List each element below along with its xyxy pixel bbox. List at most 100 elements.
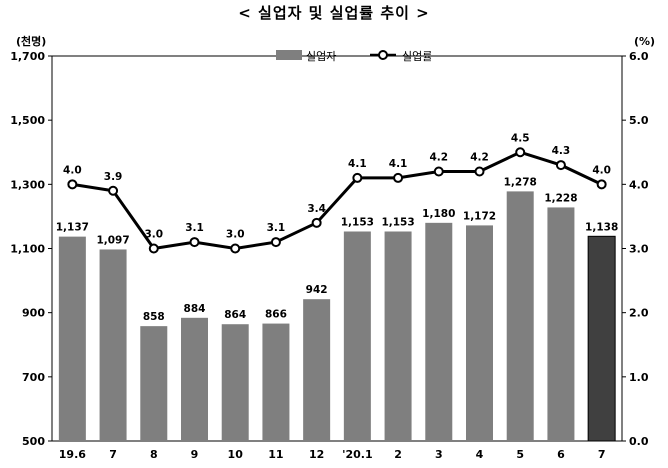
x-axis-tick-label: 10	[228, 448, 244, 461]
rate-value-label: 4.1	[348, 158, 367, 170]
x-axis-tick-label: 9	[191, 448, 199, 461]
right-axis-tick-label: 5.0	[629, 114, 649, 127]
rate-point	[515, 147, 526, 158]
x-axis: 19.6 7 8 9 10 11 12 '20.1 2 3 4 5 6 7	[59, 448, 606, 461]
bar-value-label: 1,172	[463, 210, 496, 222]
x-axis-tick-label: 19.6	[59, 448, 86, 461]
rate-value-label: 4.5	[511, 132, 530, 144]
rate-value-label: 4.0	[592, 164, 611, 176]
bar-value-label: 1,137	[56, 222, 89, 234]
right-axis: 0.0 1.0 2.0 3.0 4.0 5.0 6.0	[622, 50, 649, 448]
legend-line-label: 실업률	[402, 50, 432, 63]
bar	[181, 317, 208, 441]
rate-point	[230, 243, 241, 254]
bar	[587, 235, 616, 442]
left-axis-tick-label: 1,300	[10, 178, 45, 191]
bar	[506, 191, 534, 441]
rate-point	[189, 237, 200, 248]
rate-value-label: 4.1	[389, 158, 408, 170]
bar	[221, 324, 249, 441]
rate-value-label: 3.0	[144, 229, 163, 241]
bar-value-label: 1,153	[341, 216, 374, 228]
rate-value-label: 3.1	[267, 222, 286, 234]
rate-point	[352, 172, 363, 183]
left-axis-tick-label: 1,500	[10, 114, 45, 127]
bar	[58, 236, 86, 441]
x-axis-tick-label: '20.1	[342, 448, 373, 461]
bar	[140, 326, 168, 441]
right-axis-tick-label: 2.0	[629, 307, 649, 320]
x-axis-tick-label: 4	[476, 448, 484, 461]
legend-bar-swatch	[276, 50, 302, 60]
x-axis-tick-label: 2	[394, 448, 402, 461]
bar	[99, 249, 127, 441]
bar	[547, 207, 575, 441]
bar-value-label: 1,097	[96, 234, 129, 246]
x-axis-tick-label: 5	[516, 448, 524, 461]
bar-value-label: 1,228	[544, 192, 577, 204]
bar-value-label: 1,138	[585, 221, 618, 233]
bar	[466, 225, 493, 441]
right-axis-unit: (%)	[634, 35, 655, 48]
rate-value-label: 3.4	[307, 203, 326, 215]
left-axis: 500 700 900 1,100 1,300 1,500 1,700	[10, 50, 52, 448]
bar	[384, 231, 412, 441]
rate-value-label: 4.2	[470, 152, 489, 164]
x-axis-tick-label: 7	[598, 448, 606, 461]
right-axis-tick-label: 6.0	[629, 50, 649, 63]
bar-series: 1,137 1,097 858 884 864 866 942 1,153 1,153 1,180…	[56, 176, 618, 442]
legend-bar-label: 실업자	[306, 50, 336, 63]
rate-value-label: 3.0	[226, 229, 245, 241]
rate-point	[311, 217, 322, 228]
left-axis-tick-label: 500	[22, 435, 45, 448]
rate-point	[555, 160, 566, 171]
bar-value-label: 1,153	[381, 216, 414, 228]
line-series: 4.0 3.9 3.0 3.1 3.0 3.1 3.4 4.1 4.1 4.2 4.2 4.5 4.3 4…	[63, 132, 611, 254]
right-axis-tick-label: 3.0	[629, 243, 649, 256]
rate-value-label: 4.2	[429, 152, 448, 164]
left-axis-tick-label: 1,100	[10, 243, 45, 256]
right-axis-tick-label: 1.0	[629, 371, 649, 384]
bar-value-label: 1,180	[422, 208, 455, 220]
rate-point	[433, 166, 444, 177]
x-axis-tick-label: 3	[435, 448, 443, 461]
bar	[343, 231, 371, 441]
bar	[425, 222, 453, 441]
right-axis-tick-label: 4.0	[629, 178, 649, 191]
x-axis-tick-label: 11	[268, 448, 283, 461]
bar-value-label: 858	[143, 311, 165, 323]
bar-value-label: 942	[306, 284, 328, 296]
x-axis-tick-label: 12	[309, 448, 324, 461]
rate-point	[108, 185, 119, 196]
bar-value-label: 864	[224, 309, 246, 321]
bar	[303, 299, 331, 441]
bar-value-label: 884	[184, 303, 206, 315]
rate-point	[270, 237, 281, 248]
rate-line	[72, 150, 603, 251]
left-axis-tick-label: 1,700	[10, 50, 45, 63]
rate-point	[148, 243, 159, 254]
bar-value-label: 866	[265, 309, 287, 321]
rate-value-label: 4.0	[63, 164, 82, 176]
rate-point	[596, 179, 607, 190]
chart-title: < 실업자 및 실업률 추이 >	[238, 4, 430, 22]
left-axis-tick-label: 700	[22, 371, 45, 384]
x-axis-tick-label: 8	[150, 448, 158, 461]
rate-point	[393, 172, 404, 183]
legend-line-marker	[378, 50, 388, 60]
plot-frame	[51, 55, 623, 442]
rate-point	[474, 166, 485, 177]
bar-value-label: 1,278	[504, 176, 537, 188]
right-axis-tick-label: 0.0	[629, 435, 649, 448]
rate-point	[67, 179, 78, 190]
rate-value-label: 4.3	[552, 145, 571, 157]
x-axis-tick-label: 6	[557, 448, 565, 461]
rate-value-label: 3.1	[185, 222, 204, 234]
left-axis-unit: (천명)	[16, 34, 46, 48]
legend: 실업자 실업률	[276, 50, 432, 63]
bar	[262, 323, 290, 441]
left-axis-tick-label: 900	[22, 307, 45, 320]
rate-value-label: 3.9	[104, 171, 123, 183]
x-axis-tick-label: 7	[109, 448, 117, 461]
